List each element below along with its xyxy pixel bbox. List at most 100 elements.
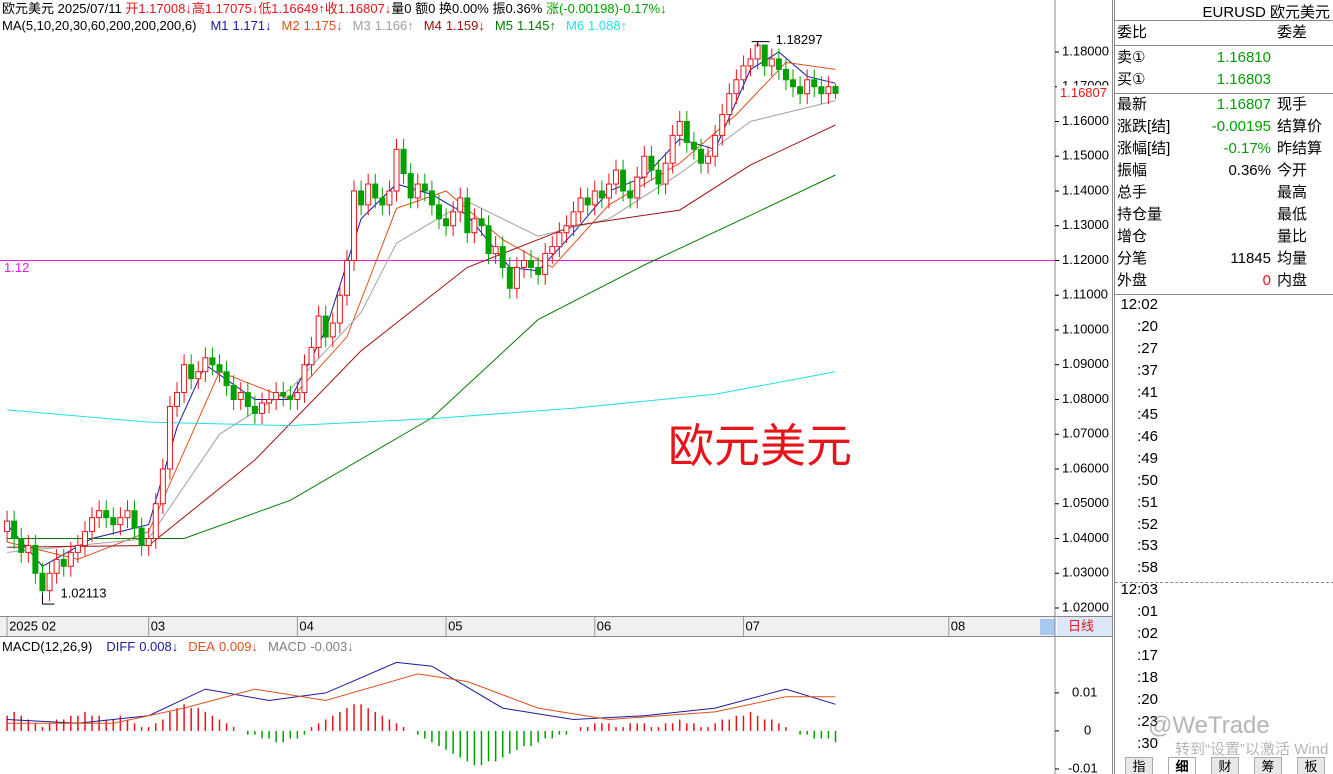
candle-body xyxy=(152,503,159,540)
x-tick-label: 07 xyxy=(745,618,759,633)
candle-body xyxy=(266,398,273,404)
candle-body xyxy=(365,183,372,206)
candle-body xyxy=(620,169,627,192)
info-item: 欧元美元 2025/07/11 xyxy=(2,1,126,16)
candle-body xyxy=(223,371,230,387)
ma-line xyxy=(7,124,836,548)
row-label2: 最高 xyxy=(1277,184,1308,201)
tick-time: :52 xyxy=(1137,515,1158,533)
candle-body xyxy=(230,385,237,400)
candle-body xyxy=(733,79,740,95)
tick-time: :20 xyxy=(1137,317,1158,335)
row-label2: 最低 xyxy=(1277,206,1308,223)
candle-body xyxy=(351,190,358,261)
row-value: 0 xyxy=(1262,272,1271,289)
candle-body xyxy=(4,520,11,533)
quote-row: 最新 1.16807 现手 xyxy=(1115,94,1333,116)
candle-body xyxy=(74,544,81,553)
legend-name: M2 xyxy=(281,18,300,33)
candle-body xyxy=(202,357,209,373)
tab[interactable]: 财 xyxy=(1211,757,1239,774)
y-tick-label: 1.16000 xyxy=(1062,113,1109,128)
candle-body xyxy=(138,527,145,546)
candle-body xyxy=(166,405,173,470)
candle-body xyxy=(18,538,25,553)
legend-name: M3 xyxy=(352,18,371,33)
tick-time: :17 xyxy=(1137,647,1158,665)
candle-body xyxy=(329,322,336,338)
tab[interactable]: 细 xyxy=(1168,757,1196,774)
legend-title: MACD(12,26,9) xyxy=(2,639,93,654)
x-tick-label: 08 xyxy=(951,618,965,633)
candle-body xyxy=(832,85,839,94)
candle-body xyxy=(761,44,768,67)
candle-body xyxy=(32,544,39,574)
legend-value: 1.088↑ xyxy=(588,18,628,33)
candle-body xyxy=(46,572,53,592)
candle-body xyxy=(782,68,789,81)
info-line: 欧元美元 2025/07/11 开1.17008↓高1.17075↓低1.166… xyxy=(2,1,667,17)
candle-body xyxy=(131,510,138,529)
row-label: 委比 xyxy=(1117,24,1148,41)
period-box[interactable] xyxy=(1057,617,1113,636)
row-value: -0.00195 xyxy=(1211,118,1271,135)
y-tick-label: 1.12000 xyxy=(1062,252,1109,267)
candle-body xyxy=(825,86,832,95)
x-tick-label: 2025 02 xyxy=(9,618,56,633)
y-tick-label: 1.07000 xyxy=(1062,426,1109,441)
candle-body xyxy=(81,531,88,546)
candle-body xyxy=(797,86,804,95)
legend-name: DIFF xyxy=(106,639,136,654)
candle-body xyxy=(195,371,202,380)
candle-body xyxy=(513,266,520,289)
quote-row: 买① 1.16803 xyxy=(1115,69,1333,91)
watermark: 欧元美元 xyxy=(668,420,852,472)
tick-time: :02 xyxy=(1137,625,1158,643)
tick-time: :49 xyxy=(1137,449,1158,467)
row-label2: 现手 xyxy=(1277,96,1308,113)
legend: MACD(12,26,9) DIFF 0.008↓ DEA 0.009↓ MACD -0.0… xyxy=(2,639,364,655)
tab[interactable]: 板 xyxy=(1297,757,1325,774)
candle-body xyxy=(358,190,365,206)
tab[interactable]: 筹 xyxy=(1254,757,1282,774)
candle-body xyxy=(634,176,641,199)
candle-body xyxy=(775,58,782,70)
y-tick-label: 1.18000 xyxy=(1062,43,1109,58)
legend-value: 1.175↓ xyxy=(303,18,343,33)
candle-body xyxy=(471,218,478,234)
scroll-thumb[interactable] xyxy=(1040,619,1055,635)
y-tick-label: 1.03000 xyxy=(1062,565,1109,580)
candle-body xyxy=(712,134,719,157)
x-tick-label: 05 xyxy=(448,618,462,633)
candle-body xyxy=(11,520,18,540)
quote-row: 总手 最高 xyxy=(1115,182,1333,204)
candle-body xyxy=(804,79,811,95)
candle-body xyxy=(181,364,188,394)
candle-body xyxy=(159,468,166,505)
quote-row: 委比 委差 xyxy=(1115,22,1333,44)
row-label: 总手 xyxy=(1117,184,1148,201)
ma-line xyxy=(6,51,836,567)
divider xyxy=(1115,582,1333,583)
tick-time: :20 xyxy=(1137,691,1158,709)
candle-body xyxy=(811,79,818,88)
tick-time: :41 xyxy=(1137,383,1158,401)
candle-body xyxy=(60,558,67,567)
quote-row: 振幅 0.36% 今开 xyxy=(1115,160,1333,182)
candle-body xyxy=(450,211,457,227)
tick-time: :37 xyxy=(1137,361,1158,379)
tick-time: :51 xyxy=(1137,493,1158,511)
quote-panel: EURUSD 欧元美元 委比 委差 卖① 1.16810 买① 1.16803 最新 1.16… xyxy=(1114,0,1333,774)
candle-body xyxy=(421,183,428,192)
tab[interactable]: 指 xyxy=(1125,757,1153,774)
candle-body xyxy=(697,148,704,164)
divider xyxy=(1115,294,1333,295)
candle-body xyxy=(280,392,287,397)
candle-body xyxy=(343,259,350,296)
candle-body xyxy=(273,392,280,400)
last-price-bg xyxy=(1057,85,1112,102)
y-tick-label: 1.04000 xyxy=(1062,530,1109,545)
candle-body xyxy=(556,232,563,248)
candle-body xyxy=(818,86,825,95)
